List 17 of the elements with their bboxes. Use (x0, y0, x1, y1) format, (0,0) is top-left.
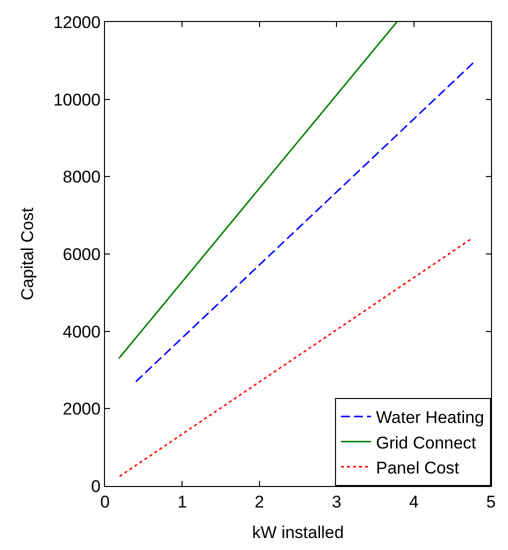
legend-label: Panel Cost (376, 458, 460, 478)
y-tick-label: 10000 (53, 90, 101, 110)
x-tick-label: 2 (254, 492, 264, 512)
y-tick-label: 2000 (62, 400, 101, 419)
x-axis-title: kW installed (252, 522, 344, 542)
y-tick-label: 4000 (62, 322, 101, 342)
x-tick-label: 4 (409, 492, 419, 512)
y-tick-label: 6000 (62, 244, 101, 264)
y-axis-title: Capital Cost (18, 207, 37, 300)
y-tick-label: 8000 (62, 168, 101, 187)
x-tick-label: 3 (332, 492, 342, 512)
legend-label: Water Heating (376, 408, 484, 428)
legend-label: Grid Connect (376, 433, 476, 452)
x-tick-label: 1 (177, 492, 187, 512)
y-tick-label: 12000 (53, 12, 101, 32)
y-tick-label: 0 (91, 476, 101, 496)
x-tick-label: 5 (486, 492, 496, 512)
